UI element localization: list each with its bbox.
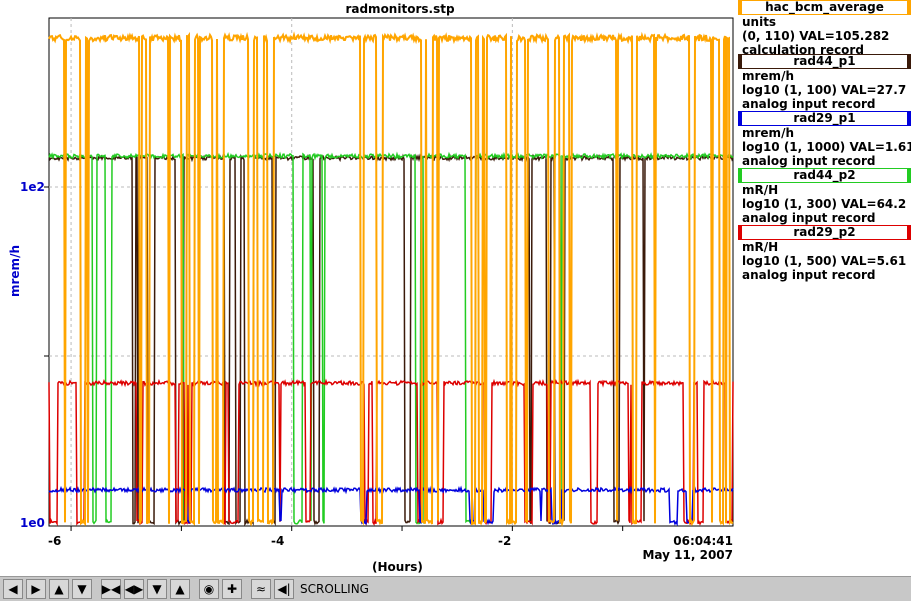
y-axis-label: mrem/h: [8, 245, 22, 297]
zoom-in-x-icon[interactable]: ▶◀: [101, 579, 121, 599]
pan-down-icon[interactable]: ▼: [72, 579, 92, 599]
legend-entry[interactable]: rad44_p1 mrem/h log10 (1, 100) VAL=27.7 …: [738, 54, 911, 111]
add-icon[interactable]: ✚: [222, 579, 242, 599]
legend-entry[interactable]: hac_bcm_average units (0, 110) VAL=105.2…: [738, 0, 911, 57]
x-tick-label: -2: [498, 534, 512, 548]
legend-record-type: calculation record: [742, 43, 864, 57]
legend-series-name[interactable]: rad44_p1: [738, 54, 911, 69]
legend-series-name[interactable]: hac_bcm_average: [738, 0, 911, 15]
zoom-out-y-icon[interactable]: ▲: [170, 579, 190, 599]
scale-icon[interactable]: ≈: [251, 579, 271, 599]
legend-value: log10 (1, 1000) VAL=1.61: [742, 140, 911, 154]
legend-series-name[interactable]: rad29_p2: [738, 225, 911, 240]
series-line-rad29_p2: [48, 378, 734, 527]
x-tick-label: -4: [271, 534, 285, 548]
x-axis-label: (Hours): [372, 560, 423, 574]
legend-entry[interactable]: rad44_p2 mR/H log10 (1, 300) VAL=64.2 an…: [738, 168, 911, 225]
toolbar: ◀ ▶ ▲ ▼ ▶◀ ◀▶ ▼ ▲ ◉ ✚ ≈ ◀| SCROLLING: [0, 576, 911, 601]
legend-units: mrem/h: [742, 69, 794, 83]
legend-units: mR/H: [742, 183, 779, 197]
zoom-out-x-icon[interactable]: ◀▶: [124, 579, 144, 599]
timestamp-date: May 11, 2007: [642, 548, 733, 562]
y-tick-label: 1e0: [20, 516, 45, 530]
timestamp-time: 06:04:41: [673, 534, 733, 548]
legend-value: log10 (1, 300) VAL=64.2: [742, 197, 907, 211]
legend-record-type: analog input record: [742, 211, 876, 225]
pan-right-icon[interactable]: ▶: [26, 579, 46, 599]
legend-units: units: [742, 15, 777, 29]
series-line-rad44_p2: [48, 151, 734, 525]
pan-left-icon[interactable]: ◀: [3, 579, 23, 599]
series-line-rad29_p1: [48, 485, 734, 527]
pan-up-icon[interactable]: ▲: [49, 579, 69, 599]
mode-label: SCROLLING: [300, 582, 369, 596]
legend-units: mR/H: [742, 240, 779, 254]
config-icon[interactable]: ◉: [199, 579, 219, 599]
legend-record-type: analog input record: [742, 154, 876, 168]
legend-series-name[interactable]: rad44_p2: [738, 168, 911, 183]
chart-title: radmonitors.stp: [345, 2, 455, 16]
x-tick-label: -6: [48, 534, 62, 548]
legend-value: log10 (1, 100) VAL=27.7: [742, 83, 907, 97]
y-tick-label: 1e2: [20, 180, 45, 194]
legend-record-type: analog input record: [742, 268, 876, 282]
legend-series-name[interactable]: rad29_p1: [738, 111, 911, 126]
zoom-in-y-icon[interactable]: ▼: [147, 579, 167, 599]
legend-record-type: analog input record: [742, 97, 876, 111]
legend-entry[interactable]: rad29_p2 mR/H log10 (1, 500) VAL=5.61 an…: [738, 225, 911, 282]
plot-area[interactable]: [0, 0, 911, 576]
legend-units: mrem/h: [742, 126, 794, 140]
legend-value: log10 (1, 500) VAL=5.61: [742, 254, 907, 268]
legend-entry[interactable]: rad29_p1 mrem/h log10 (1, 1000) VAL=1.61…: [738, 111, 911, 168]
legend-value: (0, 110) VAL=105.282: [742, 29, 890, 43]
series-line-hac_bcm_average: [48, 31, 734, 528]
jump-to-now-icon[interactable]: ◀|: [274, 579, 294, 599]
